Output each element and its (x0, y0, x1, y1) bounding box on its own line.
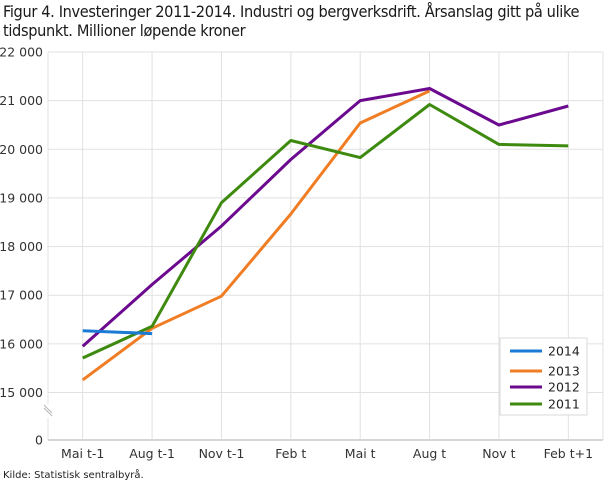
y-tick-label: 17 000 (0, 288, 43, 303)
x-tick-label: Mai t-1 (61, 446, 104, 461)
x-tick-label: Aug t (413, 446, 446, 461)
source-note: Kilde: Statistisk sentralbyrå. (3, 470, 144, 481)
series-lines (81, 87, 569, 382)
x-tick-label: Mai t (345, 446, 376, 461)
axis-break-icon (43, 404, 53, 418)
x-tick-label: Feb t (275, 446, 306, 461)
y-axis: 0 15 000 16 000 17 000 18 000 19 000 20 000 21 … (0, 45, 53, 448)
x-axis: Mai t-1 Aug t-1 Nov t-1 Feb t Mai t Aug t Nov … (48, 439, 603, 461)
y-tick-label: 16 000 (0, 336, 43, 351)
y-tick-label: 22 000 (0, 45, 43, 60)
series-line-2013 (81, 89, 431, 382)
y-tick-label: 15 000 (0, 385, 43, 400)
legend-item-2014: 2014 (510, 344, 580, 359)
series-line-2014 (82, 329, 153, 336)
x-tick-label: Feb t+1 (544, 446, 593, 461)
series-line-2012 (81, 87, 569, 348)
series-line-2011 (82, 103, 569, 360)
legend-label: 2011 (548, 397, 580, 412)
x-tick-label: Nov t (482, 446, 515, 461)
y-tick-label: 18 000 (0, 239, 43, 254)
chart-title: Figur 4. Investeringer 2011-2014. Indust… (3, 2, 580, 40)
legend-item-2012: 2012 (510, 380, 580, 395)
x-tick-label: Aug t-1 (129, 446, 175, 461)
y-tick-label: 19 000 (0, 190, 43, 205)
y-tick-label: 20 000 (0, 142, 43, 157)
y-tick-label: 21 000 (0, 93, 43, 108)
legend-item-2011: 2011 (510, 397, 580, 412)
x-tick-label: Nov t-1 (199, 446, 245, 461)
legend-label: 2012 (548, 380, 580, 395)
legend-label: 2014 (548, 344, 580, 359)
legend-label: 2013 (548, 364, 580, 379)
legend-item-2013: 2013 (510, 364, 580, 379)
y-tick-label: 0 (35, 433, 43, 448)
